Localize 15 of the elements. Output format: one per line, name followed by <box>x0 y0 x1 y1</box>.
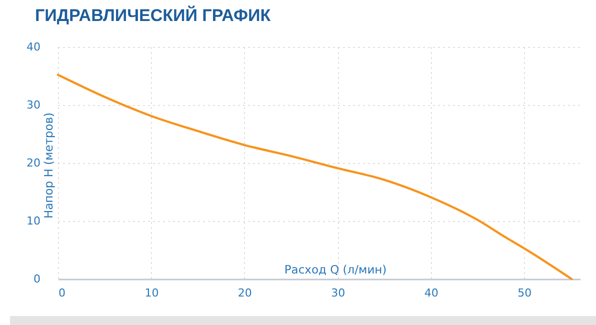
x-tick-label: 40 <box>424 286 438 300</box>
x-tick-label: 30 <box>331 286 346 300</box>
x-tick-label: 20 <box>238 286 252 300</box>
y-tick-label: 30 <box>26 98 40 112</box>
y-tick-label: 20 <box>26 156 40 170</box>
x-tick-label: 10 <box>144 286 159 300</box>
x-tick-label: 50 <box>518 286 532 300</box>
x-axis-title: Расход Q (л/мин) <box>284 262 387 276</box>
y-tick-label: 40 <box>26 40 40 54</box>
line-series <box>56 74 573 280</box>
y-tick-label: 10 <box>26 214 40 228</box>
x-tick-label: 0 <box>58 286 66 300</box>
chart-title: ГИДРАВЛИЧЕСКИЙ ГРАФИК <box>35 5 272 25</box>
y-axis-title: Напор H (метров) <box>42 112 56 219</box>
y-tick-label: 0 <box>34 272 40 286</box>
